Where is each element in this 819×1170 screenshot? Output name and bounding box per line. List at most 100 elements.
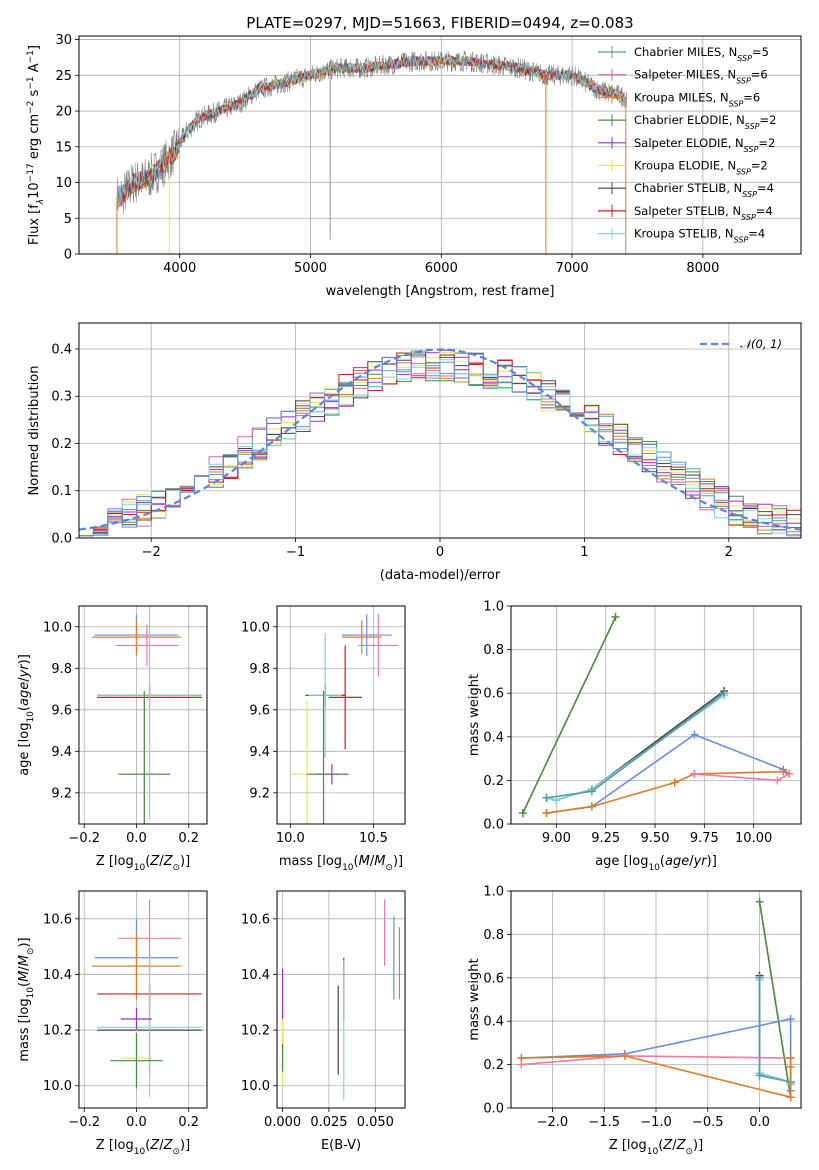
legend-label: Kroupa MILES, N [634, 90, 729, 104]
y-tick-label: 9.2 [249, 786, 270, 801]
label-part: −2 [26, 101, 36, 114]
errorbar-point [306, 691, 341, 824]
legend-tail: =4 [756, 204, 773, 218]
grid [511, 605, 801, 825]
weight-marker [773, 776, 782, 785]
label-part: mass [log [17, 998, 32, 1061]
plot-area [518, 612, 794, 818]
weight-series [518, 612, 620, 818]
label-part: 10 [27, 182, 42, 199]
label-part: Z [log [609, 1138, 647, 1153]
panel-age_vs_Z: −0.2 0.0 0.29.29.49.69.810.0Z [log10(Z/Z⊙)… [17, 605, 208, 873]
errorbar-point [118, 691, 171, 824]
grid [277, 606, 405, 824]
weight-marker [587, 787, 596, 796]
label-part: 10 [648, 863, 660, 873]
y-tick-label: 0.8 [483, 643, 504, 658]
x-tick-label: −0.2 [68, 1115, 100, 1130]
y-tick-label: 10.0 [43, 1079, 72, 1094]
y-tick-label: 9.4 [51, 745, 72, 760]
x-axis-label: (data-model)/error [380, 568, 501, 583]
label-part: 10 [26, 987, 36, 999]
legend-sub: SSP [737, 54, 752, 63]
y-tick-label: 0.4 [483, 730, 504, 745]
label-part: M [374, 854, 385, 869]
errorbar-point [120, 1007, 153, 1031]
weight-line [694, 773, 790, 782]
label-part: Z [163, 854, 174, 869]
panel-mass_vs_Z: −0.2 0.0 0.210.010.210.410.6Z [log10(Z/Z⊙)… [17, 890, 208, 1157]
axes-frame [78, 322, 802, 539]
weight-marker [755, 897, 764, 906]
x-axis-label: Z [log10(Z/Z⊙)] [96, 1138, 190, 1157]
x-tick-label: 0.2 [178, 1115, 199, 1130]
weight-series [755, 897, 795, 1102]
weight-marker [611, 612, 620, 621]
errorbar-point [110, 1032, 163, 1089]
x-tick-label: 5000 [294, 261, 327, 276]
weight-marker [786, 1015, 795, 1024]
label-part: ⊙ [385, 863, 393, 873]
legend-entry: Salpeter STELIB, NSSP=4 [634, 204, 773, 222]
y-tick-label: 0.6 [483, 971, 504, 986]
legend-entry: 𝒩(0, 1) [740, 337, 782, 351]
x-axis-label: wavelength [Angstrom, rest frame] [326, 284, 555, 299]
label-part: age [17, 682, 32, 706]
weight-series [755, 975, 795, 1089]
x-tick-label: 6000 [425, 261, 458, 276]
label-part: Z [662, 1138, 673, 1153]
y-tick-label: 0.0 [483, 1102, 504, 1117]
label-part: ( [17, 982, 32, 987]
weight-marker [620, 1051, 629, 1060]
weight-line [546, 692, 725, 799]
x-tick-label: −1.5 [588, 1115, 620, 1130]
errorbar-point [341, 614, 392, 656]
y-tick-label: 10.0 [241, 620, 270, 635]
x-tick-label: 9.25 [591, 831, 620, 846]
plot-area [517, 897, 795, 1102]
legend-sub: SSP [744, 144, 759, 153]
axes-frame [78, 35, 802, 255]
legend-sub: SSP [741, 212, 756, 221]
x-tick-label: −0.2 [68, 831, 100, 846]
y-tick-label: 10.0 [241, 1079, 270, 1094]
weight-marker [552, 796, 561, 805]
weight-marker [755, 973, 764, 982]
label-part: ( [658, 1138, 663, 1153]
legend-sub: SSP [742, 190, 757, 199]
label-part: −1 [26, 50, 36, 63]
y-tick-label: 0.6 [483, 687, 504, 702]
label-part: / [17, 966, 32, 971]
weight-line [522, 616, 617, 814]
errorbar-point [92, 932, 181, 1000]
label-part: ⊙ [172, 1147, 180, 1157]
weight-marker [542, 809, 551, 818]
label-part: Flux [f [27, 204, 42, 245]
label-part: )] [393, 854, 403, 869]
legend-entry: Salpeter MILES, NSSP=6 [634, 68, 768, 86]
label-part: Z [log [96, 854, 134, 869]
y-tick-label: 9.8 [51, 662, 72, 677]
y-tick-label: 0.2 [51, 437, 72, 452]
weight-line [546, 733, 790, 814]
weight-marker [786, 1062, 795, 1071]
y-tick-label: 9.8 [249, 662, 270, 677]
legend-tail: =2 [760, 113, 777, 127]
label-part: M [359, 854, 370, 869]
label-part: −17 [26, 163, 36, 182]
label-part: ( [145, 1138, 150, 1153]
label-part: erg cm [27, 114, 42, 163]
errorbar-point [97, 606, 202, 820]
y-axis-label: mass weight [467, 674, 482, 756]
errorbar-point [97, 957, 202, 1097]
y-tick-label: 10.2 [43, 1024, 72, 1039]
y-tick-label: 10.4 [43, 968, 72, 983]
y-tick-label: 0.4 [483, 1015, 504, 1030]
label-part: ( [354, 854, 359, 869]
axes-frame [510, 890, 802, 1109]
legend-tail: =5 [752, 45, 769, 59]
y-tick-label: 0.1 [51, 484, 72, 499]
x-tick-label: 7000 [556, 261, 589, 276]
legend-tail: =4 [748, 227, 765, 241]
